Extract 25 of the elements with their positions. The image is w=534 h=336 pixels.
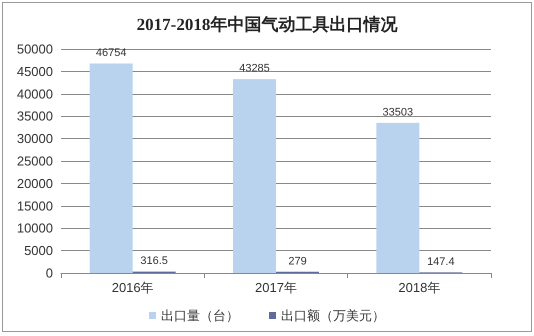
y-tick-label: 20000	[16, 176, 53, 191]
data-label: 46754	[96, 47, 126, 60]
y-tick-label: 15000	[16, 198, 53, 214]
data-label: 279	[288, 255, 307, 268]
y-tick-label: 40000	[16, 86, 53, 102]
bar	[376, 122, 420, 273]
chart-title: 2017-2018年中国气动工具出口情况	[136, 15, 398, 34]
y-tick-label: 25000	[16, 154, 53, 168]
legend-label: 出口量（台）	[161, 308, 239, 323]
legend-label: 出口额（万美元）	[281, 308, 385, 323]
data-label: 316.5	[140, 255, 168, 268]
y-tick-label: 5000	[24, 243, 53, 258]
y-tick-label: 45000	[16, 64, 53, 79]
y-tick-label: 0	[46, 266, 53, 280]
y-tick-label: 35000	[16, 108, 53, 124]
x-tick-label: 2016年	[112, 280, 154, 295]
y-tick-label: 10000	[16, 220, 53, 236]
x-tick-label: 2017年	[255, 280, 297, 295]
y-tick-label: 30000	[16, 131, 53, 146]
x-tick-label: 2018年	[398, 280, 440, 295]
data-label: 33503	[382, 106, 414, 118]
y-tick-label: 50000	[16, 42, 53, 56]
bar	[233, 79, 276, 273]
bar	[90, 64, 133, 273]
data-label: 147.4	[427, 256, 455, 268]
